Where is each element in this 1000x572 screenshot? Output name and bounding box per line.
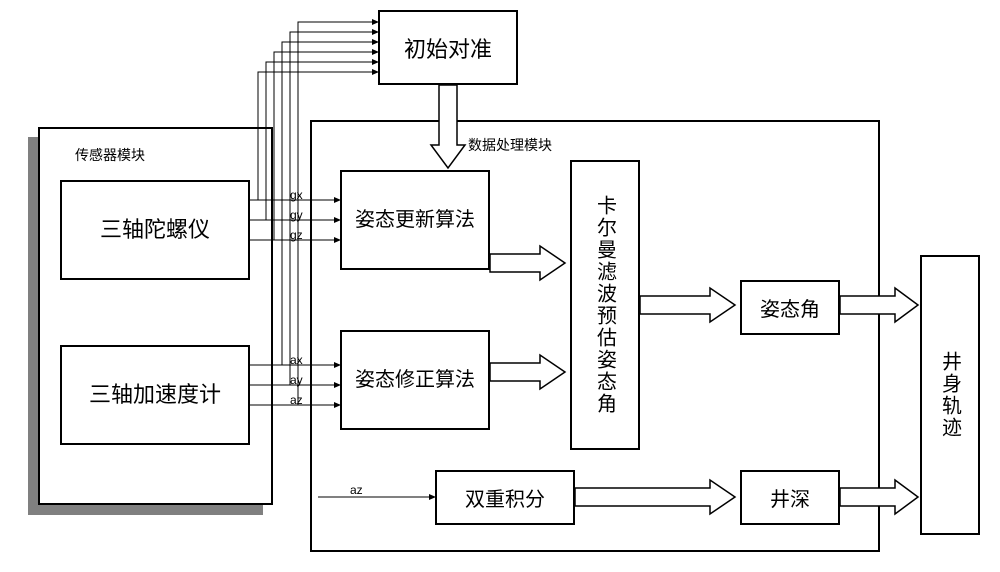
double-integral-label: 双重积分 [465, 483, 545, 512]
attitude-angle-label: 姿态角 [760, 293, 820, 322]
signal-gy-label: gy [290, 208, 303, 222]
processing-module-label: 数据处理模块 [468, 135, 552, 155]
signal-integral-az-label: az [350, 483, 363, 497]
signal-gz-label: gz [290, 228, 303, 242]
attitude-angle-box: 姿态角 [740, 280, 840, 335]
attitude-update-box: 姿态更新算法 [340, 170, 490, 270]
signal-ay-label: ay [290, 373, 303, 387]
signal-gx-label: gx [290, 188, 303, 202]
well-depth-label: 井深 [770, 483, 810, 512]
kalman-label: 卡尔曼滤波预估姿态角 [591, 195, 620, 415]
well-trajectory-box: 井身轨迹 [920, 255, 980, 535]
double-integral-box: 双重积分 [435, 470, 575, 525]
well-depth-box: 井深 [740, 470, 840, 525]
accel-label: 三轴加速度计 [89, 380, 221, 411]
attitude-correction-label: 姿态修正算法 [355, 366, 475, 394]
well-trajectory-label: 井身轨迹 [936, 351, 965, 439]
signal-ax-label: ax [290, 353, 303, 367]
signal-az-label: az [290, 393, 303, 407]
attitude-correction-box: 姿态修正算法 [340, 330, 490, 430]
attitude-update-label: 姿态更新算法 [355, 206, 475, 234]
initial-alignment-box: 初始对准 [378, 10, 518, 85]
gyro-label: 三轴陀螺仪 [100, 215, 210, 246]
accel-box: 三轴加速度计 [60, 345, 250, 445]
gyro-box: 三轴陀螺仪 [60, 180, 250, 280]
kalman-box: 卡尔曼滤波预估姿态角 [570, 160, 640, 450]
sensor-module-label: 传感器模块 [75, 145, 145, 165]
initial-alignment-label: 初始对准 [404, 32, 492, 64]
